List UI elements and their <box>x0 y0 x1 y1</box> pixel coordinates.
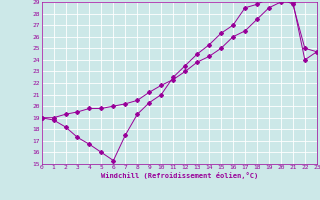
X-axis label: Windchill (Refroidissement éolien,°C): Windchill (Refroidissement éolien,°C) <box>100 172 258 179</box>
